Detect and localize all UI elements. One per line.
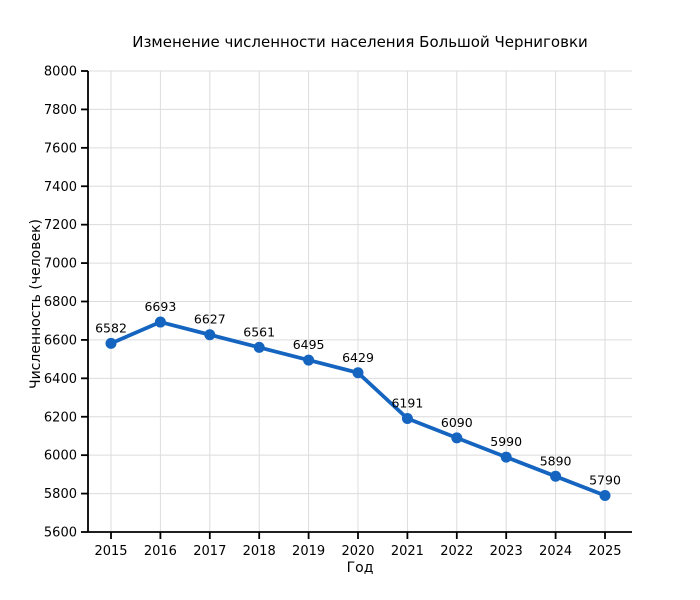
y-tick-label: 7600	[44, 141, 77, 156]
y-tick-label: 6800	[44, 295, 77, 310]
data-point-label: 6627	[194, 312, 226, 327]
x-tick-label: 2023	[490, 544, 523, 559]
y-tick-label: 7800	[44, 103, 77, 118]
data-point-marker	[154, 316, 166, 328]
y-tick-label: 7000	[44, 257, 77, 272]
data-point-label: 6582	[95, 320, 127, 335]
x-tick-label: 2020	[341, 544, 374, 559]
x-tick-label: 2025	[588, 544, 621, 559]
data-point-marker	[253, 341, 265, 353]
data-point-label: 6429	[342, 350, 374, 365]
y-tick-label: 5600	[44, 526, 77, 541]
x-tick-label: 2019	[292, 544, 325, 559]
data-point-marker	[105, 337, 117, 349]
x-tick-label: 2021	[391, 544, 424, 559]
x-tick-label: 2018	[243, 544, 276, 559]
y-tick-label: 6600	[44, 333, 77, 348]
y-tick-label: 6400	[44, 372, 77, 387]
data-point-marker	[204, 329, 216, 341]
x-tick-label: 2016	[144, 544, 177, 559]
data-point-marker	[401, 412, 413, 424]
data-point-label: 5890	[540, 453, 572, 468]
x-tick-label: 2015	[94, 544, 127, 559]
data-point-label: 6693	[144, 299, 176, 314]
data-point-marker	[352, 367, 364, 379]
data-point-marker	[303, 354, 315, 366]
data-point-label: 5790	[589, 473, 621, 488]
chart-title: Изменение численности населения Большой …	[132, 33, 588, 51]
x-axis-title: Год	[346, 560, 374, 576]
y-tick-label: 6200	[44, 410, 77, 425]
data-point-label: 6561	[243, 324, 275, 339]
data-point-marker	[599, 490, 611, 502]
y-tick-label: 7400	[44, 180, 77, 195]
x-tick-label: 2022	[440, 544, 473, 559]
y-tick-label: 6000	[44, 449, 77, 464]
data-point-label: 5990	[490, 434, 522, 449]
data-point-marker	[550, 470, 562, 482]
data-point-marker	[500, 451, 512, 463]
x-tick-label: 2024	[539, 544, 572, 559]
y-tick-label: 5800	[44, 487, 77, 502]
data-point-label: 6191	[391, 395, 423, 410]
data-point-label: 6495	[293, 337, 325, 352]
data-point-label: 6090	[441, 415, 473, 430]
x-tick-label: 2017	[193, 544, 226, 559]
data-point-marker	[451, 432, 463, 444]
y-tick-label: 7200	[44, 218, 77, 233]
y-tick-label: 8000	[44, 65, 77, 80]
